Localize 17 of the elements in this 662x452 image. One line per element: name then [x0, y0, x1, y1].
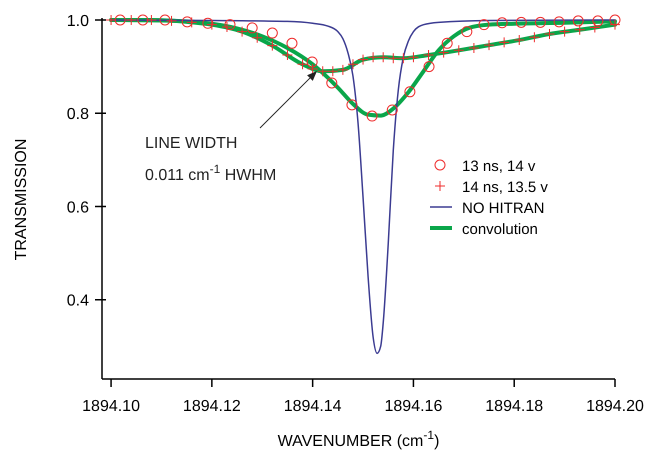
legend-label: 13 ns, 14 v	[462, 158, 536, 175]
legend-label: 14 ns, 13.5 v	[462, 179, 548, 196]
x-tick-label: 1894.12	[182, 398, 241, 415]
x-tick-label: 1894.10	[82, 398, 140, 415]
x-tick-label: 1894.14	[284, 398, 342, 415]
annotation: LINE WIDTH 0.011 cm$^{-1}$ HWHM	[145, 135, 276, 184]
y-tick-label: 0.8	[66, 106, 90, 124]
x-axis-title: WAVENUMBER (cm$^{-1}$)	[278, 428, 440, 450]
x-tick-label: 1894.20	[586, 398, 644, 415]
y-tick-label: 1.0	[66, 13, 90, 30]
x-tick-label: 1894.18	[485, 398, 544, 415]
legend-label: convolution	[462, 221, 538, 238]
y-axis-title: TRANSMISSION	[13, 138, 30, 260]
y-tick-label: 0.6	[66, 199, 90, 216]
y-tick-label: 0.4	[66, 292, 90, 310]
legend-label: NO HITRAN	[462, 200, 544, 217]
x-tick-label: 1894.16	[384, 398, 442, 415]
